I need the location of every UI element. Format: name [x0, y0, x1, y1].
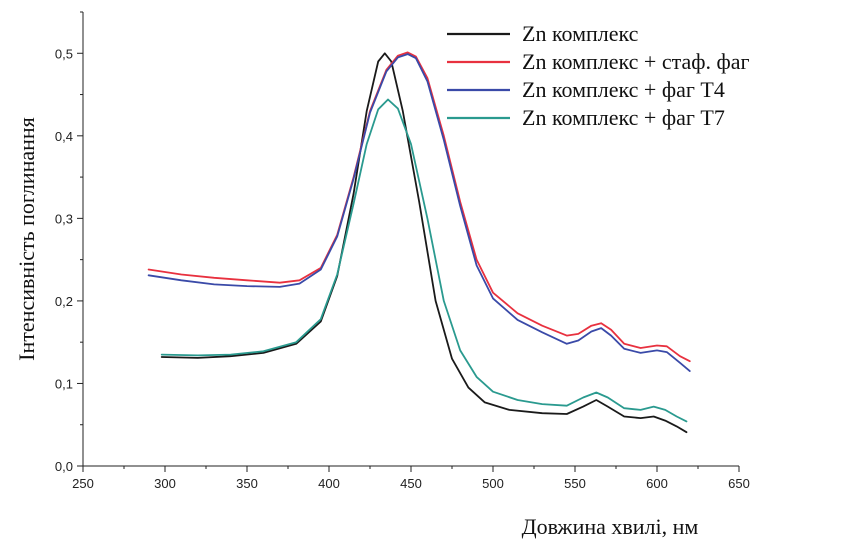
y-tick-label: 0,0: [55, 459, 73, 474]
y-tick-label: 0,1: [55, 376, 73, 391]
x-tick-label: 250: [72, 476, 94, 491]
x-tick-label: 450: [400, 476, 422, 491]
y-axis-title: Інтенсивність поглинання: [14, 117, 39, 361]
y-tick-label: 0,5: [55, 46, 73, 61]
series-line-3: [147, 53, 691, 372]
legend-label-3: Zn комплекс + фаг Т4: [522, 77, 725, 102]
x-tick-label: 300: [154, 476, 176, 491]
y-tick-label: 0,3: [55, 211, 73, 226]
series-line-2: [147, 51, 691, 363]
x-tick-label: 500: [482, 476, 504, 491]
legend: Zn комплекс Zn комплекс + стаф. фаг Zn ком…: [447, 21, 750, 130]
x-axis-title: Довжина хвилі, нм: [522, 514, 699, 539]
legend-label-2: Zn комплекс + стаф. фаг: [522, 49, 750, 74]
y-tick-label: 0,4: [55, 129, 73, 144]
ticks: 250 300 350 400 450 500 550 600 650 0,0 0,1 0,2 0,3 0…: [55, 11, 750, 491]
legend-label-4: Zn комплекс + фаг Т7: [522, 105, 725, 130]
x-tick-label: 400: [318, 476, 340, 491]
series-lines: [147, 51, 691, 434]
series-line-1: [160, 52, 688, 434]
legend-label-1: Zn комплекс: [522, 21, 639, 46]
x-tick-label: 600: [646, 476, 668, 491]
x-tick-label: 550: [564, 476, 586, 491]
x-tick-label: 650: [728, 476, 750, 491]
series-line-4: [160, 98, 688, 423]
y-tick-label: 0,2: [55, 294, 73, 309]
x-tick-label: 350: [236, 476, 258, 491]
